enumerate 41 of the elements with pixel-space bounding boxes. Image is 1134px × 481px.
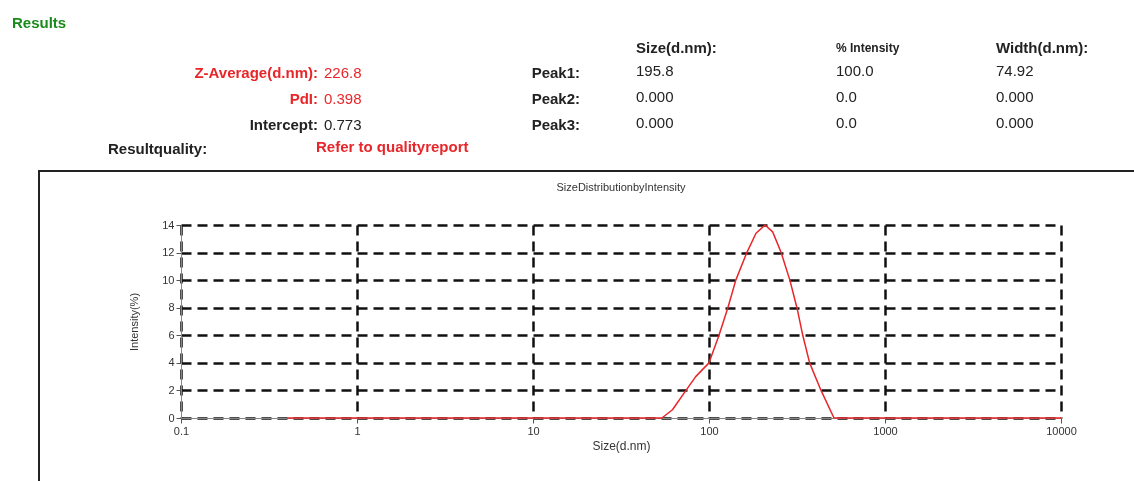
x-tick-label: 10 (527, 424, 540, 437)
x-tick-label: 1 (354, 424, 361, 437)
text: 0.0 (836, 114, 857, 131)
text: 0.773 (324, 116, 362, 133)
text: 195.8 (636, 62, 674, 79)
x-tick-label: 0.1 (173, 424, 190, 437)
y-tick-label: 12 (162, 246, 175, 259)
y-tick-label: 8 (168, 301, 175, 314)
text: Refer to qualityreport (316, 138, 469, 155)
text: PdI: (289, 90, 318, 107)
text: Z-Average(d.nm): (194, 64, 318, 81)
y-tick-label: 14 (162, 218, 175, 231)
text: Resultquality: (108, 140, 208, 157)
text: 0.000 (996, 88, 1034, 105)
text: 74.92 (996, 62, 1034, 79)
text: 0.000 (636, 114, 674, 131)
text: % Intensity (836, 41, 900, 55)
text: Size(d.nm): (636, 39, 717, 56)
text: Peak2: (531, 90, 580, 107)
y-tick-label: 6 (168, 328, 175, 341)
y-axis-title: Intensity(%) (128, 292, 141, 352)
y-tick-label: 4 (168, 356, 175, 369)
text: 100.0 (836, 62, 874, 79)
x-tick-label: 1000 (873, 424, 898, 437)
text: 226.8 (324, 64, 362, 81)
text: 0.000 (636, 88, 674, 105)
x-axis-title: Size(d.nm) (592, 438, 651, 453)
y-tick-label: 10 (162, 273, 175, 286)
text: 0.000 (996, 114, 1034, 131)
text: Peak1: (531, 64, 580, 81)
y-tick-label: 0 (168, 411, 175, 424)
x-tick-label: 10000 (1046, 424, 1077, 437)
y-tick-label: 2 (168, 383, 175, 396)
text: 0.0 (836, 88, 857, 105)
text: 0.398 (324, 90, 362, 107)
x-tick-label: 100 (700, 424, 719, 437)
text: Intercept: (249, 116, 318, 133)
text: Peak3: (531, 116, 580, 133)
text: Results (12, 14, 67, 31)
chart-title: SizeDistributionbyIntensity (556, 181, 686, 193)
text: Width(d.nm): (996, 39, 1089, 56)
